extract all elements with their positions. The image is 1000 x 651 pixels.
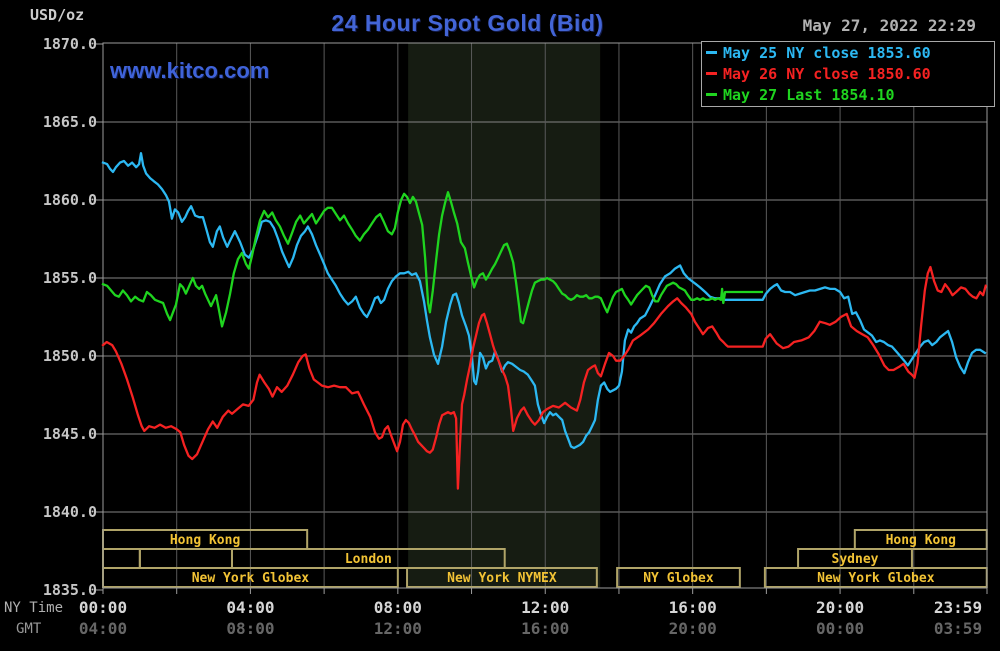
y-axis-unit-label: USD/oz	[30, 6, 85, 24]
y-axis-label: 1850.0	[42, 347, 97, 365]
ny-time-tick-label: 12:00	[521, 598, 570, 617]
ny-time-tick-label: 04:00	[226, 598, 275, 617]
series-line-may-27	[101, 191, 764, 328]
ny-time-tick-label: 00:00	[78, 598, 128, 617]
legend-row: May 27 Last 1854.10	[706, 85, 994, 106]
chart-timestamp: May 27, 2022 22:29	[802, 16, 976, 35]
ny-time-caption: NY Time	[4, 600, 64, 616]
kitco-watermark: www.kitco.com	[110, 58, 270, 83]
session-label: New York NYMEX	[447, 571, 557, 586]
ny-time-tick-label: 08:00	[373, 598, 422, 617]
y-axis-label: 1865.0	[42, 113, 97, 131]
legend-value: 1850.60	[867, 65, 931, 83]
session-box	[102, 548, 141, 569]
series-line-may-26	[101, 265, 988, 490]
gmt-tick-label: 03:59	[933, 619, 983, 638]
gmt-tick-label: 12:00	[373, 619, 422, 638]
legend-label: May 27 Last	[723, 86, 823, 104]
session-box	[616, 567, 741, 588]
page-title: 24 Hour Spot Gold (Bid)	[331, 10, 604, 36]
ny-time-tick-label: 16:00	[668, 598, 717, 617]
legend-dash-icon	[706, 50, 717, 54]
y-axis-label: 1870.0	[42, 35, 97, 53]
legend-value: 1853.60	[867, 44, 931, 62]
gmt-tick-label: 00:00	[815, 619, 865, 638]
y-axis-label: 1860.0	[42, 191, 97, 209]
gmt-tick-label: 08:00	[226, 619, 275, 638]
session-box	[406, 567, 598, 588]
legend-dash-icon	[706, 92, 717, 96]
y-axis-label: 1835.0	[42, 581, 97, 599]
gmt-caption: GMT	[16, 621, 42, 637]
session-label: NY Globex	[643, 571, 714, 586]
legend-label: May 26 NY close	[723, 65, 859, 83]
legend-row: May 26 NY close 1850.60	[706, 64, 994, 85]
session-label: New York Globex	[192, 571, 310, 586]
legend-label: May 25 NY close	[723, 44, 859, 62]
legend-dash-icon	[706, 71, 717, 75]
session-box	[138, 548, 233, 569]
session-label: Sydney	[832, 552, 879, 567]
y-axis-label: 1840.0	[42, 503, 97, 521]
legend-value: 1854.10	[831, 86, 895, 104]
legend-row: May 25 NY close 1853.60	[706, 43, 994, 64]
session-label: Hong Kong	[170, 533, 240, 548]
y-axis-label: 1845.0	[42, 425, 97, 443]
session-label: New York Globex	[817, 571, 935, 586]
nymex-session-shading	[408, 43, 601, 588]
session-label: Hong Kong	[886, 533, 956, 548]
session-label: London	[345, 552, 392, 567]
gmt-tick-label: 20:00	[668, 619, 717, 638]
ny-time-tick-label: 20:00	[815, 598, 865, 617]
series-line-may-25	[101, 152, 987, 450]
y-axis-label: 1855.0	[42, 269, 97, 287]
gmt-tick-label: 04:00	[78, 619, 128, 638]
legend-box: May 25 NY close 1853.60 May 26 NY close 1…	[701, 41, 995, 107]
gmt-tick-label: 16:00	[521, 619, 570, 638]
ny-time-tick-label: 23:59	[933, 598, 983, 617]
